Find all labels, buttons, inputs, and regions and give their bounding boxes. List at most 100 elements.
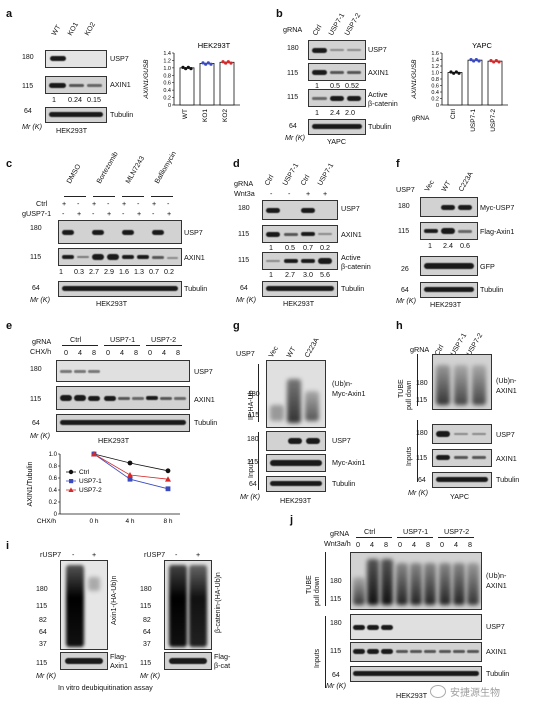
lane-label: C223A xyxy=(457,170,475,193)
data-point xyxy=(209,62,213,66)
mw-marker: 115 xyxy=(140,660,152,667)
mr-label: Mr (K) xyxy=(30,295,50,304)
lane-label: Vec xyxy=(267,345,280,359)
sign: + xyxy=(152,199,157,208)
y-tick-label: 0 xyxy=(54,512,58,518)
blot-active-bcat xyxy=(308,89,366,107)
group-label: USP7-1 xyxy=(403,527,429,536)
data-point xyxy=(226,60,230,64)
chart-title: HEK293T xyxy=(198,41,231,50)
watermark-text: 安捷源生物 xyxy=(450,688,500,699)
panel-letter: h xyxy=(396,320,403,332)
blot-flag-axin1 xyxy=(60,652,108,670)
bar xyxy=(199,62,215,106)
time-label: 8 xyxy=(92,348,96,357)
drug-label: DMSO xyxy=(65,163,83,185)
mr-label: Mr (K) xyxy=(285,133,305,142)
quant-value: 1.6 xyxy=(119,267,129,276)
bar xyxy=(487,60,503,106)
grna-label: gRNA xyxy=(410,345,430,354)
data-point xyxy=(165,476,171,482)
row-label: Tubulin xyxy=(486,669,510,678)
cell-line: HEK293T xyxy=(430,300,462,309)
quant-value: 0.15 xyxy=(87,95,101,104)
quant-value: 0.24 xyxy=(68,95,82,104)
x-tick-label: USP7-2 xyxy=(490,109,497,132)
bar xyxy=(467,59,483,106)
row-label: Flag- xyxy=(110,652,127,661)
blot-usp7 xyxy=(350,614,482,640)
mw-marker: 180 xyxy=(398,203,410,210)
mw-marker: 64 xyxy=(332,672,340,679)
quant-value: 2.4 xyxy=(330,108,340,117)
data-point xyxy=(472,59,476,63)
row-label: USP7 xyxy=(341,204,360,213)
mw-marker: 180 xyxy=(248,391,260,398)
legend-marker xyxy=(69,479,74,484)
time-label: 4 xyxy=(454,540,458,549)
grna-label: gRNA xyxy=(283,25,303,34)
quant-value: 1 xyxy=(52,95,56,104)
y-axis-label: AXIN1/GUSB xyxy=(411,59,418,100)
row-label: USP7 xyxy=(368,45,387,54)
sign: + xyxy=(137,209,142,218)
row-label: Tubulin xyxy=(184,284,208,293)
data-point xyxy=(497,60,501,64)
blot-axin1 xyxy=(350,642,482,662)
lane-label: Ctrl xyxy=(263,174,276,187)
row-label: Tubulin xyxy=(194,418,218,427)
row-label: Myc-USP7 xyxy=(480,203,515,212)
x-axis-label: CHX/h xyxy=(37,518,57,525)
ub-label: (Ub)n- xyxy=(496,376,517,385)
row-label: Tubulin xyxy=(332,479,356,488)
row-label: Flag-Axin1 xyxy=(480,227,515,236)
mw-marker: 115 xyxy=(30,396,42,403)
cell-line: HEK293T xyxy=(98,436,130,445)
grna-label: gRNA xyxy=(32,337,52,346)
mr-label: Mr (K) xyxy=(396,296,416,305)
tube-label: TUBE xyxy=(398,379,405,398)
y-tick-label: 1.0 xyxy=(431,71,439,77)
lane-label: USP7-1 xyxy=(316,162,336,187)
blot-flag-bcat xyxy=(164,652,212,670)
legend-label: USP7-1 xyxy=(79,478,102,485)
mr-label: Mr (K) xyxy=(236,295,256,304)
row-label: AXIN1 xyxy=(368,68,389,77)
quant-value: 1 xyxy=(269,270,273,279)
y-tick-label: 0.8 xyxy=(49,464,58,470)
rusp7-label: rUSP7 xyxy=(144,550,166,559)
usp7-label: USP7 xyxy=(396,185,415,194)
row-label: Tubulin xyxy=(368,122,392,131)
row-label: Active xyxy=(341,253,361,262)
blot-ub-axin1 xyxy=(350,552,482,610)
tube-label: TUBE xyxy=(306,575,313,594)
data-point xyxy=(492,60,496,64)
line-chart-e: 1.0 0.8 0.6 0.4 0.2 0 AXIN1/Tubulin 0 h 4 h 8 h CH… xyxy=(27,451,180,525)
mw-marker: 115 xyxy=(330,648,342,655)
blot-usp7 xyxy=(262,200,338,220)
quant-value: 2.7 xyxy=(285,270,295,279)
data-point xyxy=(474,58,478,62)
blot-ub-axin1 xyxy=(266,360,326,428)
quant-value: 1 xyxy=(269,243,273,252)
quant-value: 2.4 xyxy=(443,241,453,250)
mw-marker: 37 xyxy=(39,641,47,648)
x-tick-label: KO1 xyxy=(202,109,209,122)
mr-label: Mr (K) xyxy=(36,671,56,680)
row-label: USP7 xyxy=(110,54,129,63)
row-label: AXIN1 xyxy=(341,230,362,239)
cell-line: HEK293T xyxy=(283,299,315,308)
mw-marker: 180 xyxy=(416,380,428,387)
time-label: 8 xyxy=(384,540,388,549)
data-point xyxy=(127,476,133,482)
group-label: USP7-1 xyxy=(110,335,136,344)
quant-value: 3.0 xyxy=(303,270,313,279)
time-label: 8 xyxy=(134,348,138,357)
row-label: AXIN1 xyxy=(486,647,507,656)
row-label: AXIN1 xyxy=(110,80,131,89)
mr-label: Mr (K) xyxy=(408,488,428,497)
lane-label: USP7-1 xyxy=(281,162,301,187)
side-label: Axin1-(HA-Ub)n xyxy=(111,575,118,625)
mr-label: Mr (K) xyxy=(140,671,160,680)
row-label: Axin1 xyxy=(110,661,128,670)
